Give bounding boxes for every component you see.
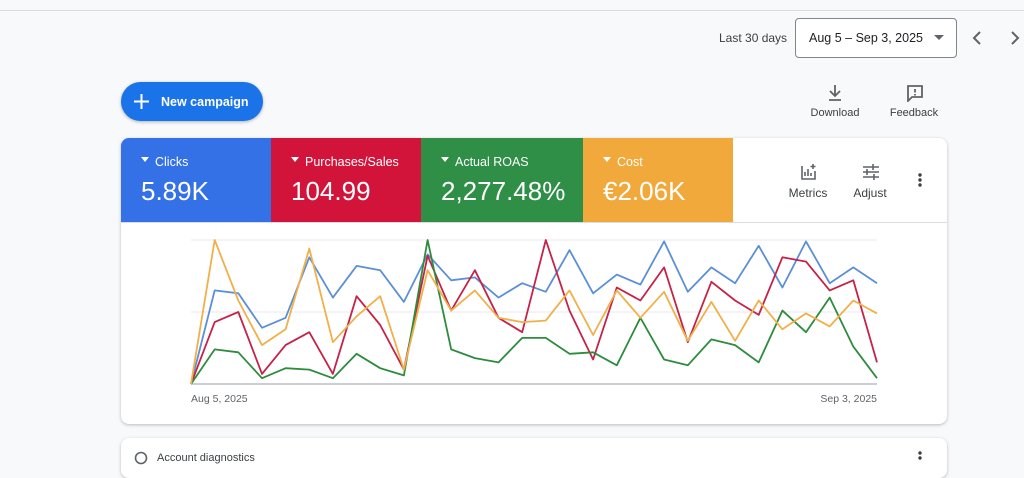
date-range: Aug 5 – Sep 3, 2025 — [809, 31, 923, 45]
x-tick-label: Sep 3, 2025 — [820, 393, 877, 405]
diagnostics-icon — [134, 451, 148, 465]
metric-name: Clicks — [141, 155, 188, 169]
metric-name: Cost — [603, 155, 643, 169]
chart: Aug 5, 2025 Sep 3, 2025 — [190, 239, 878, 405]
metric-total: 5.89K — [141, 176, 209, 206]
metric-tile[interactable]: Actual ROAS 2,277.48% — [421, 138, 583, 222]
prev-button[interactable] — [970, 30, 984, 46]
button-label: New campaign — [161, 95, 249, 109]
metric-tile[interactable]: Cost €2.06K — [583, 138, 733, 222]
adjust-label: Adjust — [853, 186, 887, 200]
metrics-label: Metrics — [788, 186, 828, 200]
feedback-label: Feedback — [889, 107, 939, 119]
page: Last 30 days Aug 5 – Sep 3, 2025 New cam… — [0, 0, 1024, 459]
series-line — [190, 240, 878, 385]
download-label: Download — [810, 107, 860, 119]
metric-total: 2,277.48% — [441, 176, 566, 206]
feedback-icon — [907, 85, 923, 102]
diagnostics-card: Account diagnostics — [121, 438, 947, 478]
series-line — [190, 239, 878, 385]
adjust-icon — [863, 164, 879, 180]
metric-tile[interactable]: Purchases/Sales 104.99 — [271, 138, 421, 222]
series-line — [190, 239, 878, 385]
x-tick-label: Aug 5, 2025 — [191, 393, 248, 405]
metric-name: Purchases/Sales — [291, 155, 399, 169]
metric-tile[interactable]: Clicks 5.89K — [121, 138, 271, 222]
new-campaign-button[interactable]: New campaign — [121, 82, 263, 121]
more-menu[interactable] — [917, 450, 923, 466]
divider — [121, 222, 947, 223]
download-icon — [829, 85, 841, 101]
next-button[interactable] — [1008, 30, 1022, 46]
metrics-icon — [801, 164, 816, 180]
more-menu[interactable] — [917, 172, 923, 188]
range-label: Last 30 days — [719, 31, 788, 45]
diagnostics-title: Account diagnostics — [157, 452, 255, 464]
date-picker[interactable]: Aug 5 – Sep 3, 2025 — [795, 18, 957, 58]
metric-total: 104.99 — [291, 176, 371, 206]
metric-total: €2.06K — [603, 176, 686, 206]
performance-card: Clicks 5.89K Purchases/Sales 104.99 Actual R… — [121, 138, 947, 424]
plus-icon — [134, 94, 149, 109]
dropdown-icon — [934, 35, 944, 40]
top-divider — [0, 10, 1024, 11]
metric-name: Actual ROAS — [441, 155, 529, 169]
